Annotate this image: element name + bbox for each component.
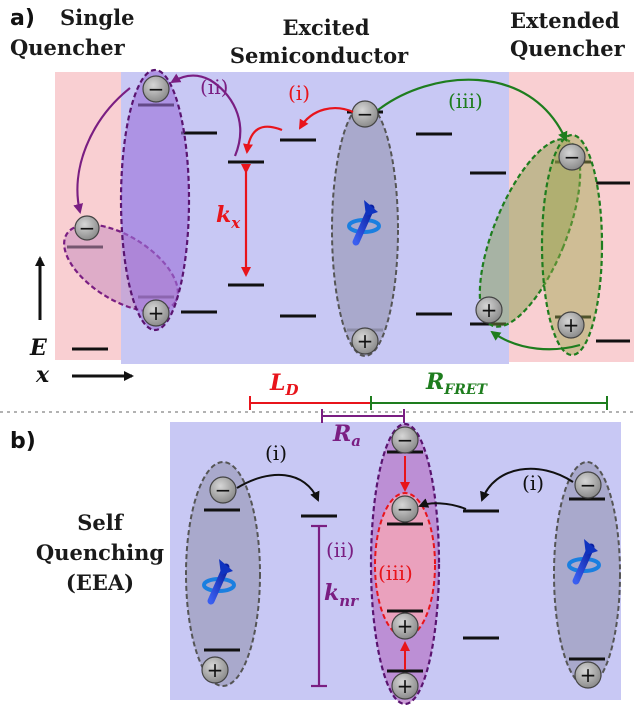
- svg-text:+: +: [397, 674, 414, 698]
- electron-icon: −: [574, 471, 602, 499]
- ra-label: Ra: [332, 421, 361, 450]
- electron-icon: −: [391, 426, 419, 454]
- knr-bar: [311, 524, 327, 688]
- electron-icon: −: [74, 215, 100, 241]
- transfer-arrow-ii: [170, 73, 242, 157]
- hole-icon: +: [391, 672, 419, 700]
- electron-icon: −: [209, 476, 237, 504]
- quench-arrow: [73, 87, 131, 214]
- svg-text:+: +: [563, 313, 580, 337]
- svg-text:−: −: [397, 497, 414, 521]
- rfret-label: RFRET: [425, 369, 489, 398]
- transfer-arrow-to-center: [418, 498, 467, 510]
- panel-b: b) Self Quenching (EEA) Ra: [10, 409, 621, 705]
- step-iii-label: (iii): [448, 89, 483, 113]
- self-quenching-title-3: (EEA): [66, 570, 134, 595]
- self-quenching-title-2: Quenching: [36, 540, 164, 565]
- hole-icon: +: [391, 612, 419, 640]
- single-quencher-title-2: Quencher: [10, 35, 126, 60]
- extended-quencher-title-1: Extended: [510, 8, 620, 33]
- annihilation-radius-bar: [321, 409, 405, 423]
- transfer-arrow-i-right: [480, 467, 574, 502]
- hole-icon: +: [475, 296, 503, 324]
- single-quencher-title-1: Single: [60, 5, 134, 30]
- hole-icon: +: [201, 656, 229, 684]
- step-i-right-label: (i): [522, 471, 544, 495]
- svg-text:−: −: [564, 145, 581, 169]
- energy-levels-b: [204, 450, 605, 673]
- svg-text:−: −: [79, 216, 96, 240]
- step-ii-label-b: (ii): [326, 538, 354, 562]
- step-iii-label-b: (iii): [378, 561, 413, 585]
- fret-radius-bar: [370, 396, 608, 410]
- step-ii-label: (ii): [200, 75, 228, 99]
- self-quenching-title-1: Self: [77, 510, 125, 535]
- svg-text:+: +: [580, 663, 597, 687]
- step-i-label: (i): [288, 81, 310, 105]
- back-transfer-arrow: [490, 330, 581, 351]
- svg-text:−: −: [580, 473, 597, 497]
- electron-icon: −: [391, 495, 419, 523]
- svg-text:−: −: [357, 102, 374, 126]
- svg-text:+: +: [481, 298, 498, 322]
- electron-icon: −: [351, 100, 379, 128]
- transfer-arrow-i-left: [236, 473, 320, 502]
- svg-text:+: +: [148, 301, 165, 325]
- step-i-left-label: (i): [265, 441, 287, 465]
- panel-a: a) Single Quencher Excited Semiconductor…: [10, 5, 634, 410]
- extended-exciton-upright: [540, 133, 604, 357]
- ld-label: LD: [269, 370, 298, 399]
- knr-label: knr: [324, 580, 359, 610]
- svg-text:+: +: [397, 614, 414, 638]
- diffusion-length-bar: [249, 396, 372, 410]
- spin-arrow-icon: [202, 559, 236, 605]
- svg-text:−: −: [397, 428, 414, 452]
- panel-b-tag: b): [10, 429, 36, 454]
- hole-icon: +: [142, 299, 170, 327]
- extended-exciton-tilted: [478, 138, 582, 328]
- spin-arrow-icon: [567, 539, 601, 585]
- hole-icon: +: [351, 327, 379, 355]
- svg-text:+: +: [207, 658, 224, 682]
- excited-title-1: Excited: [282, 15, 369, 40]
- transfer-arrow-iii: [377, 78, 568, 142]
- svg-text:−: −: [215, 478, 232, 502]
- kx-label: kx: [216, 202, 241, 232]
- transfer-arrow-i: [298, 107, 354, 130]
- energy-axis-label: E: [29, 335, 48, 361]
- electron-icon: −: [142, 75, 170, 103]
- excited-title-2: Semiconductor: [230, 43, 409, 68]
- spin-arrow-icon: [347, 200, 381, 246]
- charge-transfer-exciton: [119, 68, 191, 332]
- extended-quencher-title-2: Quencher: [510, 36, 626, 61]
- panel-a-tag: a): [10, 6, 35, 31]
- svg-text:+: +: [357, 329, 374, 353]
- transfer-arrow-i-b: [243, 125, 283, 154]
- hole-icon: +: [574, 661, 602, 689]
- position-axis-label: x: [35, 362, 50, 388]
- svg-text:−: −: [148, 77, 165, 101]
- hole-icon: +: [557, 311, 585, 339]
- electron-icon: −: [558, 143, 586, 171]
